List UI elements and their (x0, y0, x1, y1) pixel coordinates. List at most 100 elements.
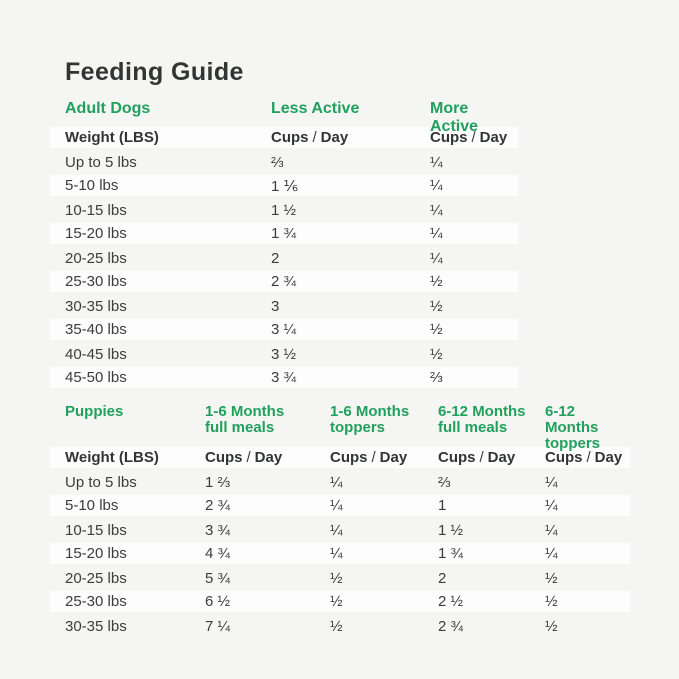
puppies-section-label: Puppies (65, 403, 124, 420)
value-cell: 6 ½ (205, 593, 231, 610)
value-cell: ⅔ (438, 473, 451, 491)
page-title: Feeding Guide (65, 58, 244, 86)
puppies-col-header-6-12-full-meals: 6-12 Months full meals (438, 403, 526, 436)
weight-cell: 20-25 lbs (65, 569, 127, 587)
cups-per-day-header: Cups / Day (205, 449, 283, 466)
table-row: 5-10 lbs 1 ⅙ ¼ (50, 174, 518, 198)
puppies-table: Puppies 1-6 Months full meals 1-6 Months… (50, 404, 630, 638)
value-cell: ¼ (545, 497, 558, 514)
less-active-cell: 3 ½ (271, 345, 297, 363)
value-cell: ½ (545, 569, 558, 587)
value-cell: 2 ½ (438, 593, 464, 610)
weight-cell: 5-10 lbs (65, 177, 119, 194)
weight-cell: Up to 5 lbs (65, 153, 137, 171)
less-active-cell: 3 ¼ (271, 321, 297, 338)
cups-per-day-header: Cups / Day (545, 449, 623, 466)
weight-cell: 45-50 lbs (65, 369, 127, 386)
cups-per-day-header: Cups / Day (430, 129, 508, 146)
value-cell: ¼ (330, 545, 343, 562)
value-cell: 1 ½ (438, 521, 464, 539)
more-active-cell: ½ (430, 321, 443, 338)
puppies-col-header-6-12-toppers: 6-12 Months toppers (545, 403, 601, 452)
value-cell: ½ (330, 569, 343, 587)
less-active-cell: 3 ¾ (271, 369, 297, 386)
table-row: 40-45 lbs 3 ½ ½ (50, 342, 518, 366)
value-cell: ¼ (330, 473, 343, 491)
value-cell: ½ (330, 617, 343, 635)
weight-header: Weight (LBS) (65, 449, 159, 466)
table-row: 45-50 lbs 3 ¾ ⅔ (50, 366, 518, 390)
table-row: 30-35 lbs 7 ¼ ½ 2 ¾ ½ (50, 614, 630, 638)
more-active-cell: ⅔ (430, 369, 443, 386)
value-cell: ¼ (330, 497, 343, 514)
adult-col-header-more-active: More Active (430, 100, 479, 135)
table-row: 5-10 lbs 2 ¾ ¼ 1 ¼ (50, 494, 630, 518)
value-cell: 1 (438, 497, 447, 514)
value-cell: 1 ¾ (438, 545, 464, 562)
weight-header: Weight (LBS) (65, 129, 159, 146)
table-row: 25-30 lbs 2 ¾ ½ (50, 270, 518, 294)
table-row: 10-15 lbs 1 ½ ¼ (50, 198, 518, 222)
table-row: 10-15 lbs 3 ¾ ¼ 1 ½ ¼ (50, 518, 630, 542)
more-active-cell: ¼ (430, 249, 443, 267)
more-active-cell: ½ (430, 297, 443, 315)
more-active-cell: ¼ (430, 225, 443, 242)
less-active-cell: 2 (271, 249, 280, 267)
weight-cell: 15-20 lbs (65, 545, 127, 562)
value-cell: 7 ¼ (205, 617, 231, 635)
less-active-cell: 3 (271, 297, 280, 315)
more-active-cell: ¼ (430, 177, 443, 194)
table-row: Up to 5 lbs ⅔ ¼ (50, 150, 518, 174)
less-active-cell: 1 ¾ (271, 225, 297, 242)
table-row: 25-30 lbs 6 ½ ½ 2 ½ ½ (50, 590, 630, 614)
weight-cell: 10-15 lbs (65, 201, 127, 219)
table-row: 30-35 lbs 3 ½ (50, 294, 518, 318)
weight-cell: 20-25 lbs (65, 249, 127, 267)
puppies-col-header-1-6-toppers: 1-6 Months toppers (330, 403, 410, 436)
cups-per-day-header: Cups / Day (271, 129, 349, 146)
table-row: Up to 5 lbs 1 ⅔ ¼ ⅔ ¼ (50, 470, 630, 494)
table-row: 15-20 lbs 4 ¾ ¼ 1 ¾ ¼ (50, 542, 630, 566)
value-cell: ¼ (545, 545, 558, 562)
weight-cell: 30-35 lbs (65, 297, 127, 315)
puppies-section-header: Puppies 1-6 Months full meals 1-6 Months… (50, 403, 630, 452)
less-active-cell: 1 ½ (271, 201, 297, 219)
value-cell: ¼ (545, 521, 558, 539)
less-active-cell: 1 ⅙ (271, 177, 299, 195)
table-row: 35-40 lbs 3 ¼ ½ (50, 318, 518, 342)
value-cell: 2 (438, 569, 447, 587)
adult-section-header: Adult Dogs Less Active More Active (50, 100, 518, 135)
adult-dogs-table: Adult Dogs Less Active More Active Weigh… (50, 100, 518, 390)
weight-cell: 5-10 lbs (65, 497, 119, 514)
more-active-cell: ¼ (430, 153, 443, 171)
value-cell: 3 ¾ (205, 521, 231, 539)
more-active-cell: ½ (430, 273, 443, 290)
adult-section-label: Adult Dogs (65, 100, 151, 117)
value-cell: 2 ¾ (205, 497, 231, 514)
weight-cell: 10-15 lbs (65, 521, 127, 539)
more-active-cell: ¼ (430, 201, 443, 219)
weight-cell: 35-40 lbs (65, 321, 127, 338)
puppies-units-header-row: Weight (LBS) Cups / Day Cups / Day Cups / Day … (50, 446, 630, 470)
less-active-cell: ⅔ (271, 153, 284, 171)
puppies-col-header-1-6-full-meals: 1-6 Months full meals (205, 403, 285, 436)
weight-cell: 25-30 lbs (65, 593, 127, 610)
weight-cell: 40-45 lbs (65, 345, 127, 363)
weight-cell: 30-35 lbs (65, 617, 127, 635)
weight-cell: 25-30 lbs (65, 273, 127, 290)
cups-per-day-header: Cups / Day (438, 449, 516, 466)
adult-units-header-row: Weight (LBS) Cups / Day Cups / Day (50, 126, 518, 150)
table-row: 20-25 lbs 2 ¼ (50, 246, 518, 270)
weight-cell: 15-20 lbs (65, 225, 127, 242)
value-cell: ¼ (330, 521, 343, 539)
value-cell: ¼ (545, 473, 558, 491)
less-active-cell: 2 ¾ (271, 273, 297, 290)
weight-cell: Up to 5 lbs (65, 473, 137, 491)
value-cell: 2 ¾ (438, 617, 464, 635)
value-cell: ½ (545, 593, 558, 610)
more-active-cell: ½ (430, 345, 443, 363)
adult-col-header-less-active: Less Active (271, 100, 360, 117)
value-cell: 1 ⅔ (205, 473, 231, 491)
value-cell: ½ (330, 593, 343, 610)
table-row: 20-25 lbs 5 ¾ ½ 2 ½ (50, 566, 630, 590)
